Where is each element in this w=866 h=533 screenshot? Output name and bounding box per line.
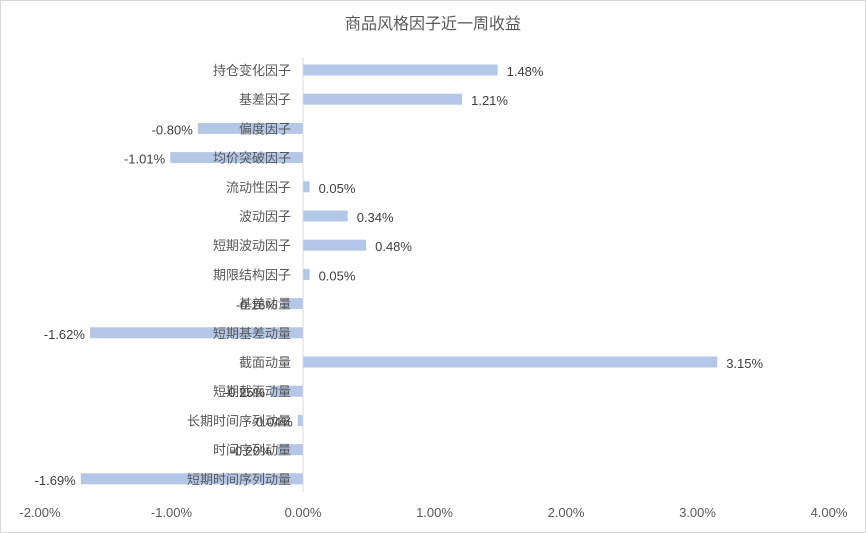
category-label: 短期截面动量 [213, 385, 291, 400]
x-tick-label: 2.00% [548, 505, 585, 520]
bar [89, 327, 303, 339]
data-label: 0.05% [319, 181, 356, 196]
x-tick-label: 3.00% [679, 505, 716, 520]
x-tick-label: -1.00% [151, 505, 193, 520]
data-label: -0.16% [236, 298, 278, 313]
bar [303, 239, 367, 251]
category-label: 短期时间序列动量 [187, 473, 291, 488]
bar [303, 181, 310, 193]
bar [170, 152, 303, 164]
bar [276, 444, 303, 456]
bar [303, 64, 498, 76]
data-label: -0.04% [252, 414, 294, 429]
category-label: 截面动量 [239, 356, 291, 371]
bar [303, 93, 463, 105]
data-label: -0.80% [152, 122, 194, 137]
category-label: 持仓变化因子 [213, 63, 291, 79]
x-tick-label: -2.00% [19, 505, 61, 520]
category-label: 基差动量 [239, 298, 291, 313]
x-tick-label: 0.00% [285, 505, 322, 520]
category-label: 均价突破因子 [213, 151, 291, 167]
bar [281, 298, 303, 310]
category-label: 期限结构因子 [213, 268, 291, 283]
bar [303, 268, 310, 280]
data-label: 0.05% [319, 268, 356, 283]
data-label: 3.15% [726, 356, 763, 371]
data-label: 1.48% [507, 64, 544, 79]
bar [80, 473, 303, 485]
bar [303, 210, 348, 222]
bar [297, 414, 303, 426]
data-label: -1.62% [44, 327, 86, 342]
bar [270, 385, 303, 397]
data-label: -1.69% [35, 473, 77, 488]
data-label: 0.48% [375, 239, 412, 254]
data-label: -0.20% [230, 444, 272, 459]
category-label: 流动性因子 [226, 181, 291, 196]
x-tick-label: 1.00% [416, 505, 453, 520]
data-label: 1.21% [471, 93, 508, 108]
category-label: 短期基差动量 [213, 327, 291, 342]
data-label: -1.01% [124, 152, 166, 167]
category-label: 偏度因子 [239, 121, 291, 137]
x-tick-label: 4.00% [811, 505, 848, 520]
bar [197, 122, 303, 134]
data-label: 0.34% [357, 210, 394, 225]
chart-title: 商品风格因子近一周收益 [344, 14, 521, 33]
category-label: 短期波动因子 [213, 239, 291, 254]
bar [303, 356, 718, 368]
category-label: 长期时间序列动量 [187, 414, 291, 429]
category-label: 基差因子 [239, 93, 291, 108]
category-label: 时间序列动量 [213, 444, 291, 459]
data-label: -0.25% [224, 385, 266, 400]
category-label: 波动因子 [239, 210, 291, 225]
